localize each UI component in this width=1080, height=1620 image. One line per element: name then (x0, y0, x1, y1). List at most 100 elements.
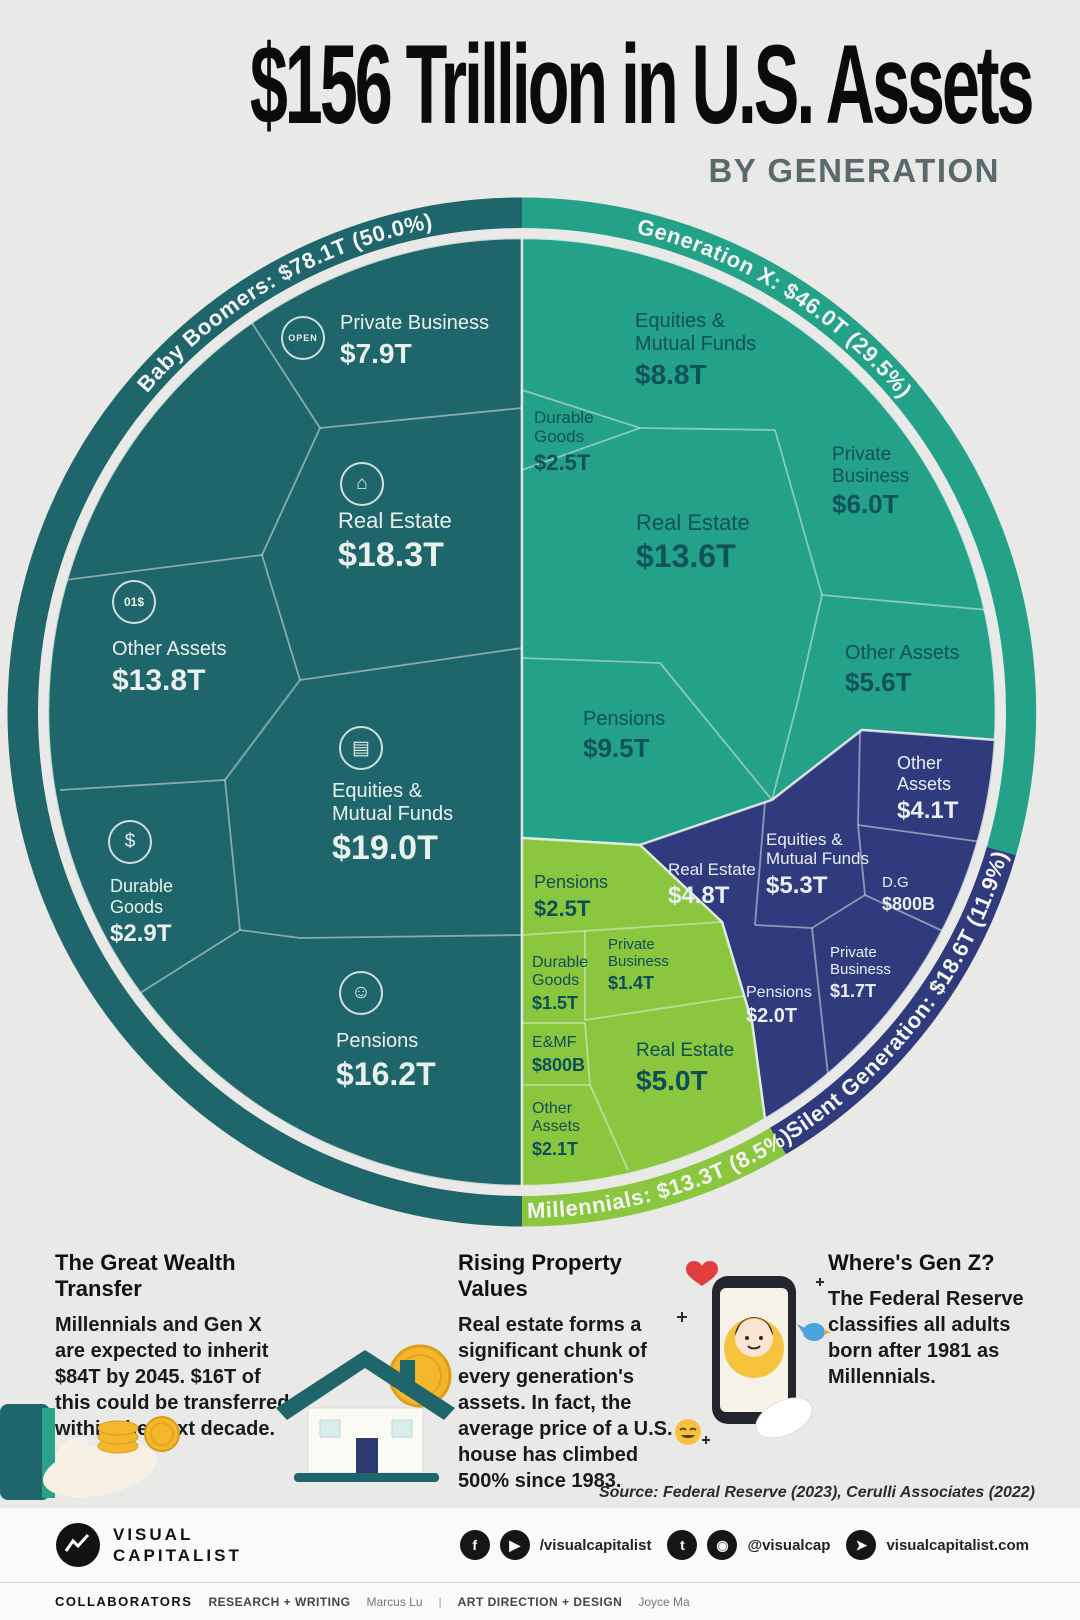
ring-gap (38, 228, 1006, 1196)
cell-label: Real Estate (636, 1040, 735, 1061)
collaborator-name: Joyce Ma (638, 1594, 690, 1609)
real-estate-icon: ⌂ (340, 462, 384, 506)
social-handle-2[interactable]: @visualcap (747, 1536, 831, 1554)
cell-label: Other Assets (845, 642, 960, 664)
cell-value: $2.1T (532, 1139, 579, 1160)
icon-glyph: f (472, 1537, 478, 1553)
note-property-values: Rising Property Values Real estate forms… (458, 1250, 676, 1494)
visual-capitalist-brand[interactable]: VISUAL CAPITALIST (55, 1522, 242, 1568)
cell-genx-pensions: Pensions $9.5T (583, 708, 665, 763)
cell-genx-real-estate: Real Estate $13.6T (636, 510, 750, 575)
icon-glyph: ◉ (716, 1536, 729, 1553)
cell-label: Pensions (583, 708, 666, 730)
icon-glyph: ▶ (509, 1536, 521, 1553)
cell-value: $18.3T (338, 536, 444, 575)
cell-millennials-durable-goods: Durable Goods $1.5T (532, 954, 588, 1014)
cell-value: $4.1T (897, 797, 959, 825)
private-business-icon: OPEN (281, 316, 325, 360)
cell-label: Equities & Mutual Funds (332, 780, 454, 825)
note-heading: Where's Gen Z? (828, 1250, 995, 1275)
cell-label: Private Business (340, 312, 489, 334)
cell-label: Real Estate (636, 510, 750, 535)
note-body: Real estate forms a significant chunk of… (458, 1314, 673, 1492)
cell-boomers-private-business: Private Business $7.9T (340, 312, 489, 370)
phone-genz-illustration (675, 1260, 831, 1445)
cell-label: D.G (882, 874, 909, 891)
cell-value: $4.8T (668, 882, 730, 910)
cell-value: $2.0T (746, 1005, 798, 1028)
cell-millennials-pensions: Pensions $2.5T (534, 872, 608, 921)
cell-label: Pensions (534, 872, 609, 892)
cell-value: $9.5T (583, 732, 650, 763)
instagram-icon[interactable]: ◉ (707, 1530, 738, 1560)
cell-value: $5.0T (636, 1064, 708, 1096)
youtube-icon[interactable]: ▶ (499, 1530, 530, 1560)
page-title: $156 Trillion in U.S. Assets (0, 26, 1080, 144)
cell-millennials-equities: E&MF $800B (532, 1034, 585, 1076)
durable-goods-icon: $ (108, 820, 152, 864)
footer-bar: VISUAL CAPITALIST f ▶ /visualcapitalist … (0, 1508, 1080, 1582)
cell-genx-other-assets: Other Assets $5.6T (845, 642, 960, 697)
ring-millennials (521, 1127, 786, 1227)
asset-circle-chart: Baby Boomers: $78.1T (50.0%) Generation … (0, 180, 1080, 1260)
cell-silent-pensions: Pensions $2.0T (746, 984, 812, 1028)
page-title-text: $156 Trillion in U.S. Assets (249, 22, 1035, 147)
cell-value: $2.5T (534, 449, 591, 475)
cell-silent-other-assets: Other Assets $4.1T (897, 753, 958, 824)
cursor-icon[interactable]: ➤ (846, 1530, 877, 1560)
cell-boomers-real-estate: Real Estate $18.3T (338, 508, 452, 575)
cell-genx-private-business: Private Business $6.0T (832, 444, 909, 520)
pensions-icon: ☺ (339, 971, 383, 1015)
icon-glyph: $ (124, 831, 136, 852)
website-link[interactable]: visualcapitalist.com (886, 1536, 1029, 1554)
cell-genx-durable-goods: Durable Goods $2.5T (534, 408, 594, 475)
brand-line-2: CAPITALIST (113, 1546, 242, 1565)
cell-value: $6.0T (832, 489, 899, 520)
cell-genx-equities: Equities & Mutual Funds $8.8T (635, 310, 756, 391)
icon-glyph: ⌂ (356, 473, 368, 494)
source-note: Source: Federal Reserve (2023), Cerulli … (598, 1484, 1035, 1501)
cell-silent-private-business: Private Business $1.7T (830, 944, 891, 1002)
cell-silent-equities: Equities & Mutual Funds $5.3T (766, 830, 869, 899)
role-research-writing: RESEARCH + WRITING (208, 1594, 351, 1609)
cell-millennials-other-assets: Other Assets $2.1T (532, 1100, 580, 1160)
generation-regions (46, 236, 998, 1188)
chart-svg: Baby Boomers: $78.1T (50.0%) Generation … (7, 197, 1037, 1227)
cell-label: Other Assets (112, 638, 227, 660)
other-assets-icon: 01$ (112, 580, 156, 624)
social-handle[interactable]: /visualcapitalist (539, 1536, 652, 1554)
icon-glyph: OPEN (288, 333, 318, 343)
smiley-icon (675, 1419, 701, 1445)
equities-mutual-funds-icon: ▤ (339, 726, 383, 770)
icon-glyph: 01$ (123, 595, 145, 609)
cell-millennials-private-business: Private Business $1.4T (608, 936, 669, 994)
cell-label: Durable Goods (532, 954, 589, 990)
cell-boomers-durable-goods: Durable Goods $2.9T (110, 876, 173, 947)
cell-label: Private Business (832, 444, 910, 487)
role-art-direction: ART DIRECTION + DESIGN (457, 1594, 623, 1609)
ring-silent-generation (770, 846, 1016, 1155)
facebook-icon[interactable]: f (459, 1530, 490, 1560)
cell-value: $2.5T (534, 895, 591, 921)
cell-value: $1.5T (532, 993, 579, 1014)
cell-value: $5.3T (766, 871, 828, 899)
twitter-icon[interactable]: t (667, 1530, 698, 1560)
cell-silent-durable-goods: D.G $800B (882, 874, 935, 915)
bird-icon (797, 1323, 831, 1341)
divider: | (438, 1594, 442, 1609)
note-heading: Rising Property Values (458, 1250, 622, 1301)
cell-value: $800B (532, 1055, 586, 1076)
cell-value: $800B (882, 894, 936, 915)
ring-baby-boomers (7, 197, 523, 1227)
region-baby-boomers (46, 236, 524, 1188)
icon-glyph: t (680, 1537, 685, 1553)
collaborator-name: Marcus Lu (366, 1594, 423, 1609)
region-generation-x (520, 236, 998, 847)
icon-glyph: ☺ (351, 982, 371, 1003)
cell-millennials-real-estate: Real Estate $5.0T (636, 1040, 734, 1097)
visual-capitalist-logo (56, 1523, 100, 1567)
note-body: The Federal Reserve classifies all adult… (828, 1288, 1024, 1388)
cell-value: $5.6T (845, 666, 912, 697)
cell-label: Real Estate (338, 508, 452, 533)
